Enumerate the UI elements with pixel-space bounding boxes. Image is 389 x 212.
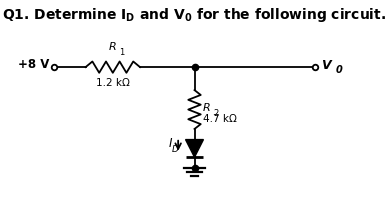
Text: 1.2 kΩ: 1.2 kΩ	[96, 78, 130, 88]
Text: I: I	[169, 138, 172, 151]
Text: D: D	[171, 145, 178, 155]
Text: +8 V: +8 V	[18, 58, 50, 71]
Text: 2: 2	[213, 109, 218, 118]
Text: V: V	[321, 59, 331, 72]
Text: 4.7 kΩ: 4.7 kΩ	[203, 114, 237, 124]
Text: 0: 0	[336, 65, 342, 75]
Text: Q1. Determine $\mathbf{I_D}$ and $\mathbf{V_0}$ for the following circuit.: Q1. Determine $\mathbf{I_D}$ and $\mathb…	[2, 6, 387, 24]
Text: R: R	[109, 42, 117, 52]
Polygon shape	[186, 139, 203, 157]
Text: R: R	[203, 103, 211, 113]
Text: 1: 1	[119, 47, 124, 57]
